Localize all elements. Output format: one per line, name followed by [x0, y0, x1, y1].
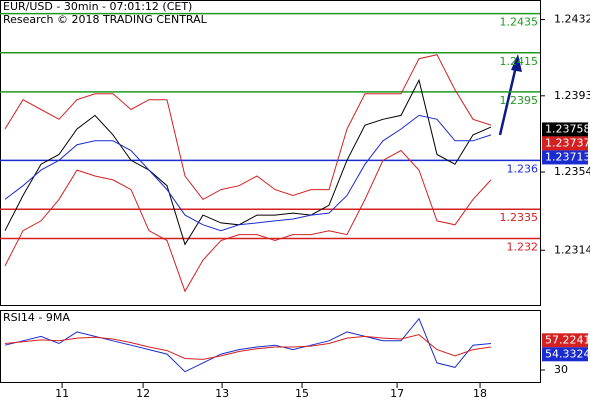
- y-tick-label: 1.2314: [554, 243, 590, 256]
- price-tag: [542, 333, 588, 348]
- price-tag-label: 54.3324: [545, 347, 590, 360]
- series-line: [4, 78, 492, 246]
- price-tag-label: 57.2241: [545, 333, 590, 346]
- series-line: [4, 114, 492, 232]
- level-label: 1.2395: [500, 94, 539, 107]
- level-label: 1.2335: [500, 211, 539, 224]
- price-tag: [542, 150, 588, 165]
- forecast-arrow: [498, 61, 519, 136]
- x-tick-label: 17: [390, 387, 404, 400]
- series-line: [4, 317, 492, 373]
- rsi-panel: [0, 310, 541, 383]
- y-tick-label: 30: [554, 363, 568, 376]
- series-line: [4, 334, 492, 360]
- x-tick-label: 11: [55, 387, 69, 400]
- level-label: 1.2415: [500, 55, 539, 68]
- chart-subtitle: Research © 2018 TRADING CENTRAL: [3, 13, 208, 26]
- price-tag: [542, 122, 588, 137]
- x-tick-label: 12: [136, 387, 150, 400]
- price-tag: [542, 136, 588, 151]
- price-tag-label: 1.23737: [545, 136, 590, 149]
- price-tag-label: 1.23758: [545, 122, 590, 135]
- y-tick-label: 1.2393: [554, 89, 590, 102]
- y-tick-label: 1.2354: [554, 165, 590, 178]
- price-tag-label: 1.23713: [545, 150, 590, 163]
- level-label: 1.236: [507, 162, 539, 175]
- rsi-title: RSI14 - 9MA: [3, 311, 70, 324]
- series-line: [4, 54, 492, 201]
- x-tick-label: 18: [473, 387, 487, 400]
- y-tick-label: 1.2432: [554, 13, 590, 26]
- price-panel: [0, 0, 541, 306]
- x-tick-label: 15: [295, 387, 309, 400]
- series-line: [4, 149, 492, 293]
- level-label: 1.2435: [500, 16, 539, 29]
- arrow-head: [511, 54, 522, 72]
- level-label: 1.232: [507, 241, 539, 254]
- price-tag: [542, 347, 588, 362]
- chart-title: EUR/USD - 30min - 07:01:12 (CET): [3, 0, 192, 13]
- x-tick-label: 13: [215, 387, 229, 400]
